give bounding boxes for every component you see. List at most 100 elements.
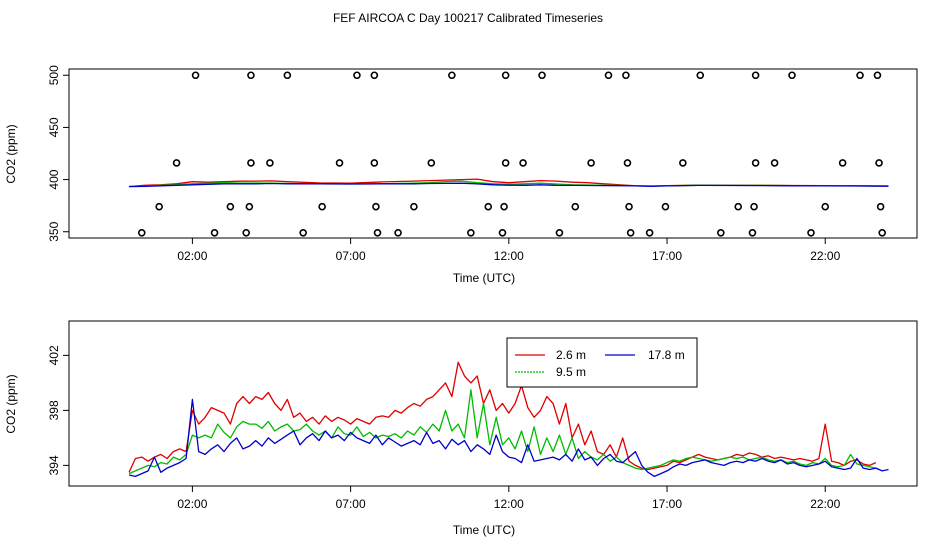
calibration-marker — [821, 202, 830, 211]
calibration-marker — [750, 202, 758, 211]
calibration-marker — [571, 202, 580, 211]
calibration-marker — [807, 228, 815, 237]
legend-label-9-5m: 9.5 m — [556, 365, 586, 379]
bottom-axes: 02:00 07:00 12:00 17:00 22:00 394 398 402 — [47, 345, 841, 511]
calibration-marker — [372, 202, 380, 211]
legend-label-17-8m: 17.8 m — [648, 348, 685, 362]
calibration-marker — [679, 159, 687, 167]
top-xlabel: Time (UTC) — [453, 271, 515, 285]
legend: 2.6 m 17.8 m 9.5 m — [506, 337, 698, 388]
calibration-marker — [626, 228, 635, 237]
calibration-marker — [242, 228, 250, 237]
calibration-marker — [788, 71, 796, 80]
calibration-marker — [876, 202, 885, 211]
calibration-marker — [410, 202, 418, 211]
x-tick-label: 02:00 — [177, 497, 207, 511]
y-tick-label: 394 — [47, 455, 61, 475]
calibration-marker — [622, 71, 630, 80]
legend-label-2-6m: 2.6 m — [556, 348, 586, 362]
x-tick-label: 17:00 — [652, 249, 682, 263]
x-tick-label: 22:00 — [810, 249, 840, 263]
calibration-marker — [318, 202, 326, 211]
calibration-marker — [770, 159, 779, 167]
calibration-marker — [245, 202, 254, 211]
calibration-marker — [500, 202, 508, 211]
x-tick-label: 07:00 — [336, 497, 366, 511]
calibration-marker — [734, 202, 743, 211]
calibration-marker — [335, 159, 344, 167]
calibration-marker — [373, 228, 382, 237]
calibration-marker — [247, 71, 255, 80]
calibration-marker — [625, 202, 633, 211]
calibration-marker — [661, 202, 670, 211]
calibration-marker — [587, 159, 595, 167]
bottom-ylabel: CO2 (ppm) — [4, 374, 18, 433]
calibration-marker — [353, 71, 361, 80]
bottom-xlabel: Time (UTC) — [453, 523, 515, 537]
calibration-marker — [448, 71, 456, 80]
calibration-marker — [266, 159, 274, 167]
calibration-marker — [875, 159, 883, 167]
x-tick-label: 12:00 — [494, 249, 524, 263]
calibration-marker — [191, 71, 200, 80]
y-tick-label: 450 — [47, 117, 61, 137]
calibration-marker — [137, 228, 146, 237]
calibration-marker — [751, 71, 760, 80]
legend-box — [506, 337, 698, 388]
calibration-marker — [717, 228, 725, 237]
top-ylabel: CO2 (ppm) — [4, 124, 18, 183]
calibration-marker — [427, 159, 436, 167]
calibration-marker — [226, 202, 235, 211]
calibration-marker — [696, 71, 705, 80]
calibration-marker — [748, 228, 757, 237]
calibration-marker — [370, 71, 379, 80]
calibration-marker — [838, 159, 847, 167]
calibration-marker — [645, 228, 654, 237]
calibration-marker — [210, 228, 219, 237]
calibration-marker — [501, 71, 510, 80]
calibration-marker — [247, 159, 255, 167]
calibration-marker — [394, 228, 402, 237]
calibration-marker — [538, 71, 546, 80]
top-axes: 02:00 07:00 12:00 17:00 22:00 350 400 450 500 — [47, 65, 841, 263]
x-tick-label: 22:00 — [810, 497, 840, 511]
chart-title: FEF AIRCOA C Day 100217 Calibrated Times… — [333, 11, 603, 25]
calibration-marker — [370, 159, 379, 167]
x-tick-label: 07:00 — [336, 249, 366, 263]
calibration-marker — [519, 159, 527, 167]
calibration-marker — [155, 202, 163, 211]
x-tick-label: 12:00 — [494, 497, 524, 511]
calibration-marker — [751, 159, 760, 167]
calibration-marker — [623, 159, 632, 167]
y-tick-label: 400 — [47, 169, 61, 189]
calibration-marker — [467, 228, 475, 237]
x-tick-label: 02:00 — [177, 249, 207, 263]
calibration-marker — [484, 202, 493, 211]
calibration-marker — [604, 71, 613, 80]
series-line-9-5-m — [128, 389, 877, 475]
y-tick-label: 350 — [47, 221, 61, 241]
calibration-marker — [501, 159, 510, 167]
x-tick-label: 17:00 — [652, 497, 682, 511]
calibration-marker — [172, 159, 181, 167]
calibration-marker — [299, 228, 307, 237]
y-tick-label: 402 — [47, 345, 61, 365]
calibration-marker — [555, 228, 564, 237]
bottom-plot-frame — [68, 320, 918, 487]
bottom-lines — [128, 361, 889, 478]
calibration-marker — [856, 71, 864, 80]
series-line-17-8-m — [129, 182, 889, 188]
series-line-2-6-m — [128, 361, 877, 473]
calibration-marker — [878, 228, 886, 237]
y-tick-label: 398 — [47, 400, 61, 420]
top-markers — [137, 71, 886, 237]
calibration-marker — [873, 71, 882, 80]
top-lines — [129, 178, 889, 188]
calibration-marker — [498, 228, 507, 237]
series-line-17-8-m — [128, 398, 889, 478]
top-plot-frame — [68, 68, 918, 239]
calibration-marker — [283, 71, 292, 80]
y-tick-label: 500 — [47, 65, 61, 85]
